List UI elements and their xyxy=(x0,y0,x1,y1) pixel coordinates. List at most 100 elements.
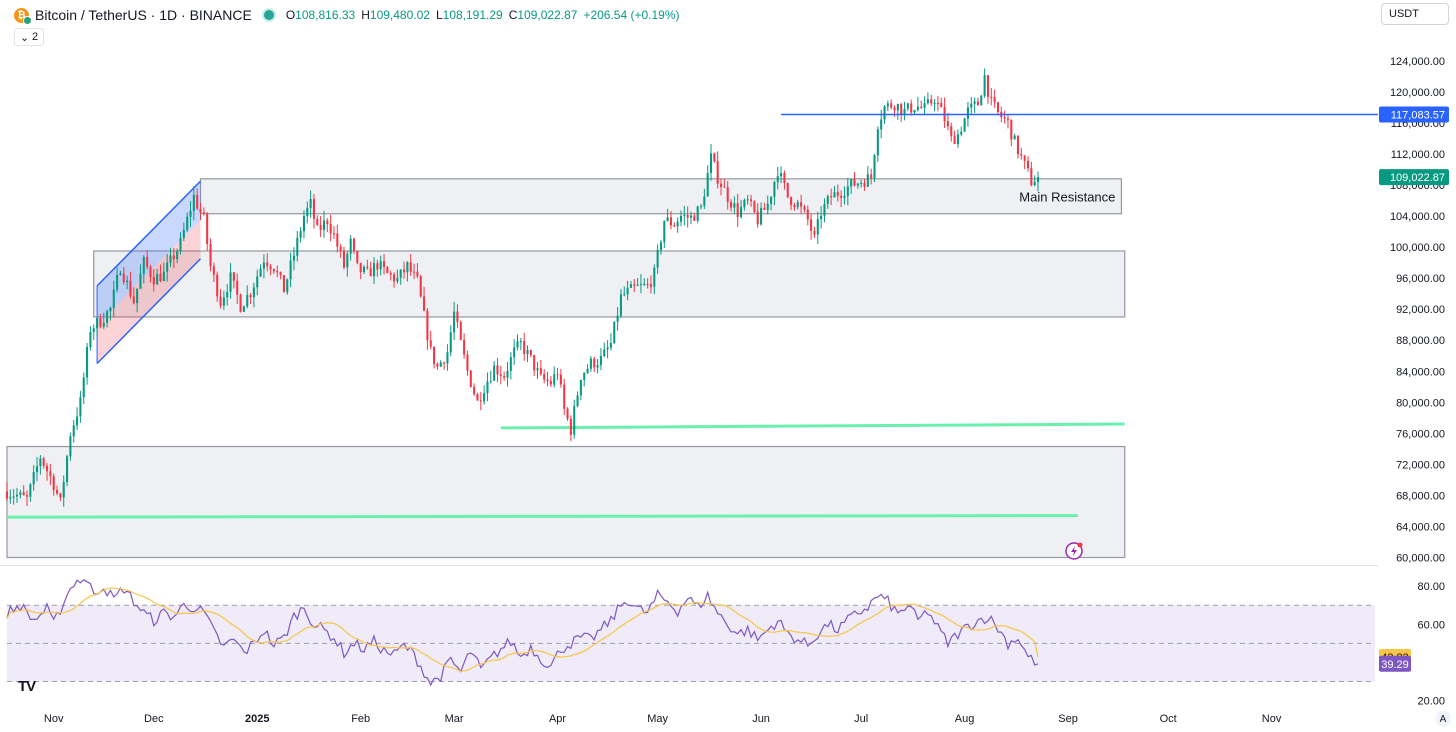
candle-body xyxy=(499,374,502,377)
candle-body xyxy=(376,263,379,270)
candle-body xyxy=(473,386,476,394)
high-value: 109,480.02 xyxy=(369,8,430,22)
candle-body xyxy=(382,261,386,268)
candle-body xyxy=(950,126,953,137)
candle xyxy=(66,454,69,487)
candle xyxy=(62,475,65,507)
candle xyxy=(433,346,436,369)
candle xyxy=(122,267,125,285)
candle xyxy=(136,288,139,313)
time-tick-label: Feb xyxy=(351,713,370,725)
candle xyxy=(326,218,329,233)
candle-body xyxy=(633,284,636,286)
support-line-1[interactable] xyxy=(500,422,1125,430)
price-tick-label: 96,000.00 xyxy=(1396,273,1445,285)
tradingview-logo-icon[interactable]: TV xyxy=(18,678,36,695)
candle-body xyxy=(743,200,746,208)
candle xyxy=(473,383,476,397)
candle xyxy=(960,126,963,137)
mid-zone[interactable] xyxy=(93,250,1126,318)
candle xyxy=(706,165,709,197)
candle xyxy=(463,333,466,359)
candle-body xyxy=(613,321,616,343)
candle-body xyxy=(279,272,282,276)
candle xyxy=(352,237,356,254)
candle xyxy=(836,184,839,202)
currency-selector[interactable]: USDT xyxy=(1381,3,1449,25)
candle xyxy=(5,482,9,502)
main-resistance-zone[interactable] xyxy=(199,178,1123,215)
candle xyxy=(713,152,716,164)
candle-body xyxy=(182,229,185,238)
candle xyxy=(770,196,773,211)
price-tick-label: 84,000.00 xyxy=(1396,366,1445,378)
alert-lightning-icon[interactable] xyxy=(1065,542,1083,560)
candle xyxy=(346,251,349,277)
candle-body xyxy=(222,297,225,306)
candle-body xyxy=(149,266,152,277)
candle xyxy=(810,213,813,240)
candle-body xyxy=(449,332,452,353)
candle xyxy=(92,324,95,341)
candle xyxy=(319,216,322,238)
time-axis[interactable]: Nov Dec 2025 Feb Mar Apr May Jun Jul Aug Sep Oct Nov xyxy=(44,713,1282,725)
candle-body xyxy=(566,408,569,419)
symbol-title[interactable]: Bitcoin / TetherUS · 1D · BINANCE xyxy=(35,7,252,23)
candle xyxy=(416,263,419,279)
candle xyxy=(56,485,59,496)
candle-body xyxy=(206,213,209,244)
auto-scale-button[interactable]: A xyxy=(1435,711,1451,727)
candle-body xyxy=(326,220,329,225)
candle-body xyxy=(679,216,683,222)
candle-body xyxy=(750,199,753,202)
rsi-line xyxy=(6,579,1039,687)
candle-body xyxy=(676,221,679,227)
candle xyxy=(920,100,923,110)
candle xyxy=(312,194,316,229)
parallel-channel[interactable] xyxy=(96,180,202,365)
candle-body xyxy=(526,350,529,354)
candle-body xyxy=(1006,118,1010,120)
candle-body xyxy=(403,269,406,273)
candle-body xyxy=(756,211,759,225)
candle xyxy=(302,210,305,239)
candle-body xyxy=(362,266,366,273)
candle xyxy=(699,203,703,210)
collapse-indicators-button[interactable]: ⌄ 2 xyxy=(14,28,44,46)
candle xyxy=(9,489,12,504)
candle-body xyxy=(963,118,966,132)
time-tick-label: Oct xyxy=(1160,713,1177,725)
candle xyxy=(106,309,109,328)
candle xyxy=(603,342,606,358)
candle xyxy=(529,349,532,358)
price-axis[interactable]: 60,000.00 64,000.00 68,000.00 72,000.00 76,0… xyxy=(1378,0,1456,732)
candle-body xyxy=(1033,182,1036,186)
candle-body xyxy=(536,368,539,371)
candle-body xyxy=(476,393,479,401)
candle xyxy=(579,379,582,401)
candle-body xyxy=(579,379,582,396)
lower-zone[interactable] xyxy=(6,445,1126,559)
candle xyxy=(359,262,362,280)
candle xyxy=(12,488,15,505)
candle xyxy=(546,371,549,387)
candle xyxy=(336,224,339,253)
candle-body xyxy=(553,374,556,385)
candle-body xyxy=(543,373,546,380)
candle-body xyxy=(770,196,773,204)
candle xyxy=(750,194,753,207)
candle xyxy=(479,391,482,411)
candle-body xyxy=(983,75,986,96)
time-tick-label: Jul xyxy=(854,713,868,725)
candle-body xyxy=(329,224,332,234)
candle xyxy=(162,262,165,282)
candle xyxy=(733,196,736,214)
support-line-2[interactable] xyxy=(6,514,1079,519)
candle-body xyxy=(926,99,929,104)
candle-body xyxy=(890,103,893,108)
candle-body xyxy=(863,182,866,187)
time-tick-label: Nov xyxy=(44,713,64,725)
candle-body xyxy=(683,214,686,217)
